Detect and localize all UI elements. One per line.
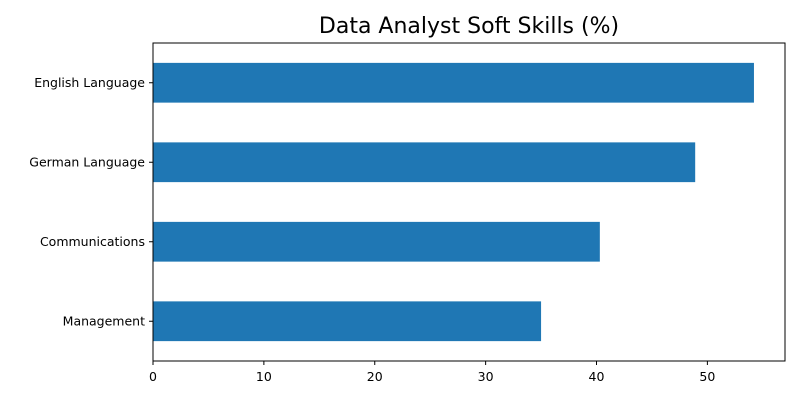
chart-title: Data Analyst Soft Skills (%) (319, 14, 619, 39)
x-tick-label: 50 (699, 369, 715, 384)
y-axis-ticks: English Language German Language Communica… (29, 75, 153, 328)
x-tick-label: 20 (367, 369, 383, 384)
bar-management (153, 301, 542, 342)
bar-german-language (153, 142, 696, 183)
x-tick-label: 10 (256, 369, 272, 384)
bar-communications (153, 221, 600, 262)
plot-frame (152, 42, 786, 362)
y-tick-label: English Language (34, 75, 145, 90)
x-axis-ticks: 0 10 20 30 40 50 (149, 361, 715, 384)
y-tick-label: Communications (40, 234, 145, 249)
x-tick-label: 0 (149, 369, 157, 384)
y-tick-label: Management (63, 313, 145, 328)
bars-group (153, 62, 754, 342)
bar-english-language (153, 62, 754, 103)
x-tick-label: 30 (478, 369, 494, 384)
x-tick-label: 40 (589, 369, 605, 384)
y-tick-label: German Language (29, 154, 145, 169)
